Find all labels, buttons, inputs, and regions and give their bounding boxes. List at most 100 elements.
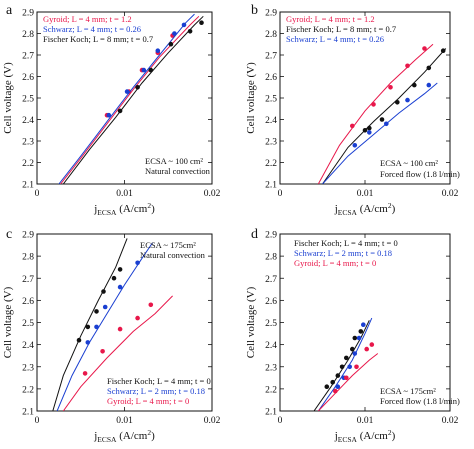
y-tick-label: 2.7	[22, 52, 34, 62]
data-point-b-1	[426, 65, 432, 71]
data-point-a-1	[181, 22, 187, 28]
data-point-a-2	[168, 41, 174, 47]
fit-line-a-2	[62, 15, 204, 184]
panel-letter: a	[6, 3, 13, 18]
y-axis-label: Cell voltage (V)	[2, 62, 14, 134]
data-point-c-2	[100, 349, 105, 354]
data-point-c-2	[117, 326, 123, 332]
data-point-c-0	[94, 309, 99, 314]
data-point-c-2	[135, 315, 140, 321]
plot-data	[317, 43, 447, 184]
data-point-a-1	[155, 48, 161, 53]
panel-d: d 2.1 2.2 2.3 2.4 2.5 2.6 2.7 2.8 2.9 0 0.01 0.02 Cel…	[245, 227, 460, 444]
data-point-d-2	[354, 364, 359, 370]
data-point-a-1	[124, 89, 130, 94]
x-tick-label: 0.02	[442, 189, 459, 199]
fit-line-d-0	[313, 320, 370, 411]
x-tick-label: 0.01	[116, 416, 133, 426]
data-point-c-2	[148, 302, 154, 308]
legend-entry: Schwarz; L = 4 mm; t = 0.26	[286, 34, 384, 44]
x-axis-label-sub: ECSA	[338, 435, 358, 444]
y-tick-label: 2.6	[265, 73, 277, 83]
legend-entry: Gyroid; L = 4 mm; t = 0	[294, 258, 376, 268]
y-tick-label: 2.6	[22, 73, 34, 83]
y-tick-label: 2.1	[265, 181, 277, 191]
y-tick-label: 2.1	[265, 408, 277, 418]
y-tick-label: 2.3	[265, 363, 277, 373]
annotation-text: ECSA ~ 175cm²	[380, 386, 436, 396]
data-point-d-1	[356, 335, 362, 341]
data-point-b-1	[367, 125, 372, 131]
y-tick-label: 2.8	[22, 30, 34, 40]
y-tick-label: 2.7	[265, 275, 277, 285]
data-point-b-0	[350, 123, 355, 129]
y-tick-label: 2.9	[22, 231, 34, 241]
y-tick-label: 2.7	[22, 275, 34, 285]
panel-c: c 2.1 2.2 2.3 2.4 2.5 2.6 2.7 2.8 2.9 0 0.01 0.02 Cel…	[2, 227, 221, 444]
x-axis-label-unit: (A/cm	[357, 430, 388, 442]
y-tick-label: 2.4	[265, 116, 277, 126]
panel-b: b 2.1 2.2 2.3 2.4 2.5 2.6 2.7 2.8 2.9 0 0.01 0.02 Cel…	[245, 3, 460, 217]
data-point-d-1	[335, 384, 341, 390]
data-point-d-2	[369, 342, 375, 347]
data-point-a-2	[199, 20, 204, 26]
x-axis-label: jECSA (A/cm2)	[334, 201, 396, 217]
x-axis-label-main: j	[334, 203, 338, 215]
y-tick-label: 2.9	[265, 231, 277, 241]
x-axis-label-unit: (A/cm	[116, 203, 147, 215]
data-point-b-2	[367, 130, 372, 135]
data-point-b-0	[405, 63, 410, 69]
y-tick-label: 2.8	[265, 253, 277, 263]
legend-entry: Gyroid; L = 4 mm; t = 1.2	[286, 14, 375, 24]
y-tick-label: 2.9	[22, 9, 34, 19]
data-point-c-0	[85, 324, 91, 330]
data-point-b-2	[405, 97, 410, 103]
data-point-b-0	[371, 102, 376, 107]
y-tick-label: 2.5	[22, 319, 34, 329]
legend-entry: Fischer Koch; L = 8 mm; t = 0.7	[43, 34, 153, 44]
data-point-b-1	[379, 117, 385, 122]
data-point-c-0	[111, 275, 117, 281]
panel-a: a 2.1 2.2 2.3 2.4 2.5 2.6 2.7 2.8 2.9 0 0.01 0.02 Cel…	[2, 3, 221, 217]
fit-line-d-2	[317, 353, 379, 411]
data-point-b-1	[412, 82, 417, 88]
data-point-a-1	[106, 112, 112, 118]
y-tick-label: 2.8	[265, 30, 277, 40]
data-point-c-1	[102, 304, 108, 310]
data-point-a-1	[141, 67, 147, 73]
fit-line-c-1	[56, 242, 153, 411]
data-point-d-0	[339, 364, 345, 370]
legend-entry: Fischer Koch; L = 4 mm; t = 0	[107, 376, 211, 386]
legend-entry: Schwarz; L = 4 mm; t = 0.26	[43, 24, 141, 34]
data-point-b-0	[388, 85, 393, 90]
y-tick-label: 2.5	[265, 319, 277, 329]
y-tick-label: 2.3	[22, 363, 34, 373]
x-axis-label-main: j	[93, 203, 97, 215]
x-axis-label-sub: ECSA	[338, 208, 358, 217]
data-point-b-1	[395, 100, 400, 105]
panel-letter: b	[251, 3, 258, 18]
x-axis-label-sup: 2	[147, 428, 151, 437]
legend-entry: Fischer Koch; L = 4 mm; t = 0	[294, 238, 398, 248]
data-point-d-0	[358, 329, 364, 334]
y-tick-label: 2.7	[265, 52, 277, 62]
x-axis-label-sup: 2	[388, 201, 392, 210]
y-tick-label: 2.3	[265, 138, 277, 148]
y-tick-label: 2.2	[265, 159, 277, 169]
fit-line-c-2	[62, 295, 173, 411]
data-point-b-1	[362, 128, 368, 133]
y-tick-label: 2.2	[22, 159, 34, 169]
x-tick-label: 0	[278, 416, 283, 426]
x-axis-label-sup: 2	[147, 201, 151, 210]
x-tick-label: 0	[35, 189, 40, 199]
x-axis-label-close: )	[151, 430, 155, 442]
plot-data	[58, 13, 204, 184]
x-tick-label: 0.01	[357, 189, 374, 199]
y-axis-label: Cell voltage (V)	[245, 286, 257, 358]
panel-letter: d	[251, 227, 258, 242]
x-axis-label-sub: ECSA	[97, 208, 117, 217]
fit-line-a-0	[60, 15, 200, 184]
legend-entry: Schwarz; L = 2 mm; t = 0.18	[294, 248, 392, 258]
x-tick-label: 0.01	[116, 189, 133, 199]
data-point-d-1	[352, 351, 358, 356]
